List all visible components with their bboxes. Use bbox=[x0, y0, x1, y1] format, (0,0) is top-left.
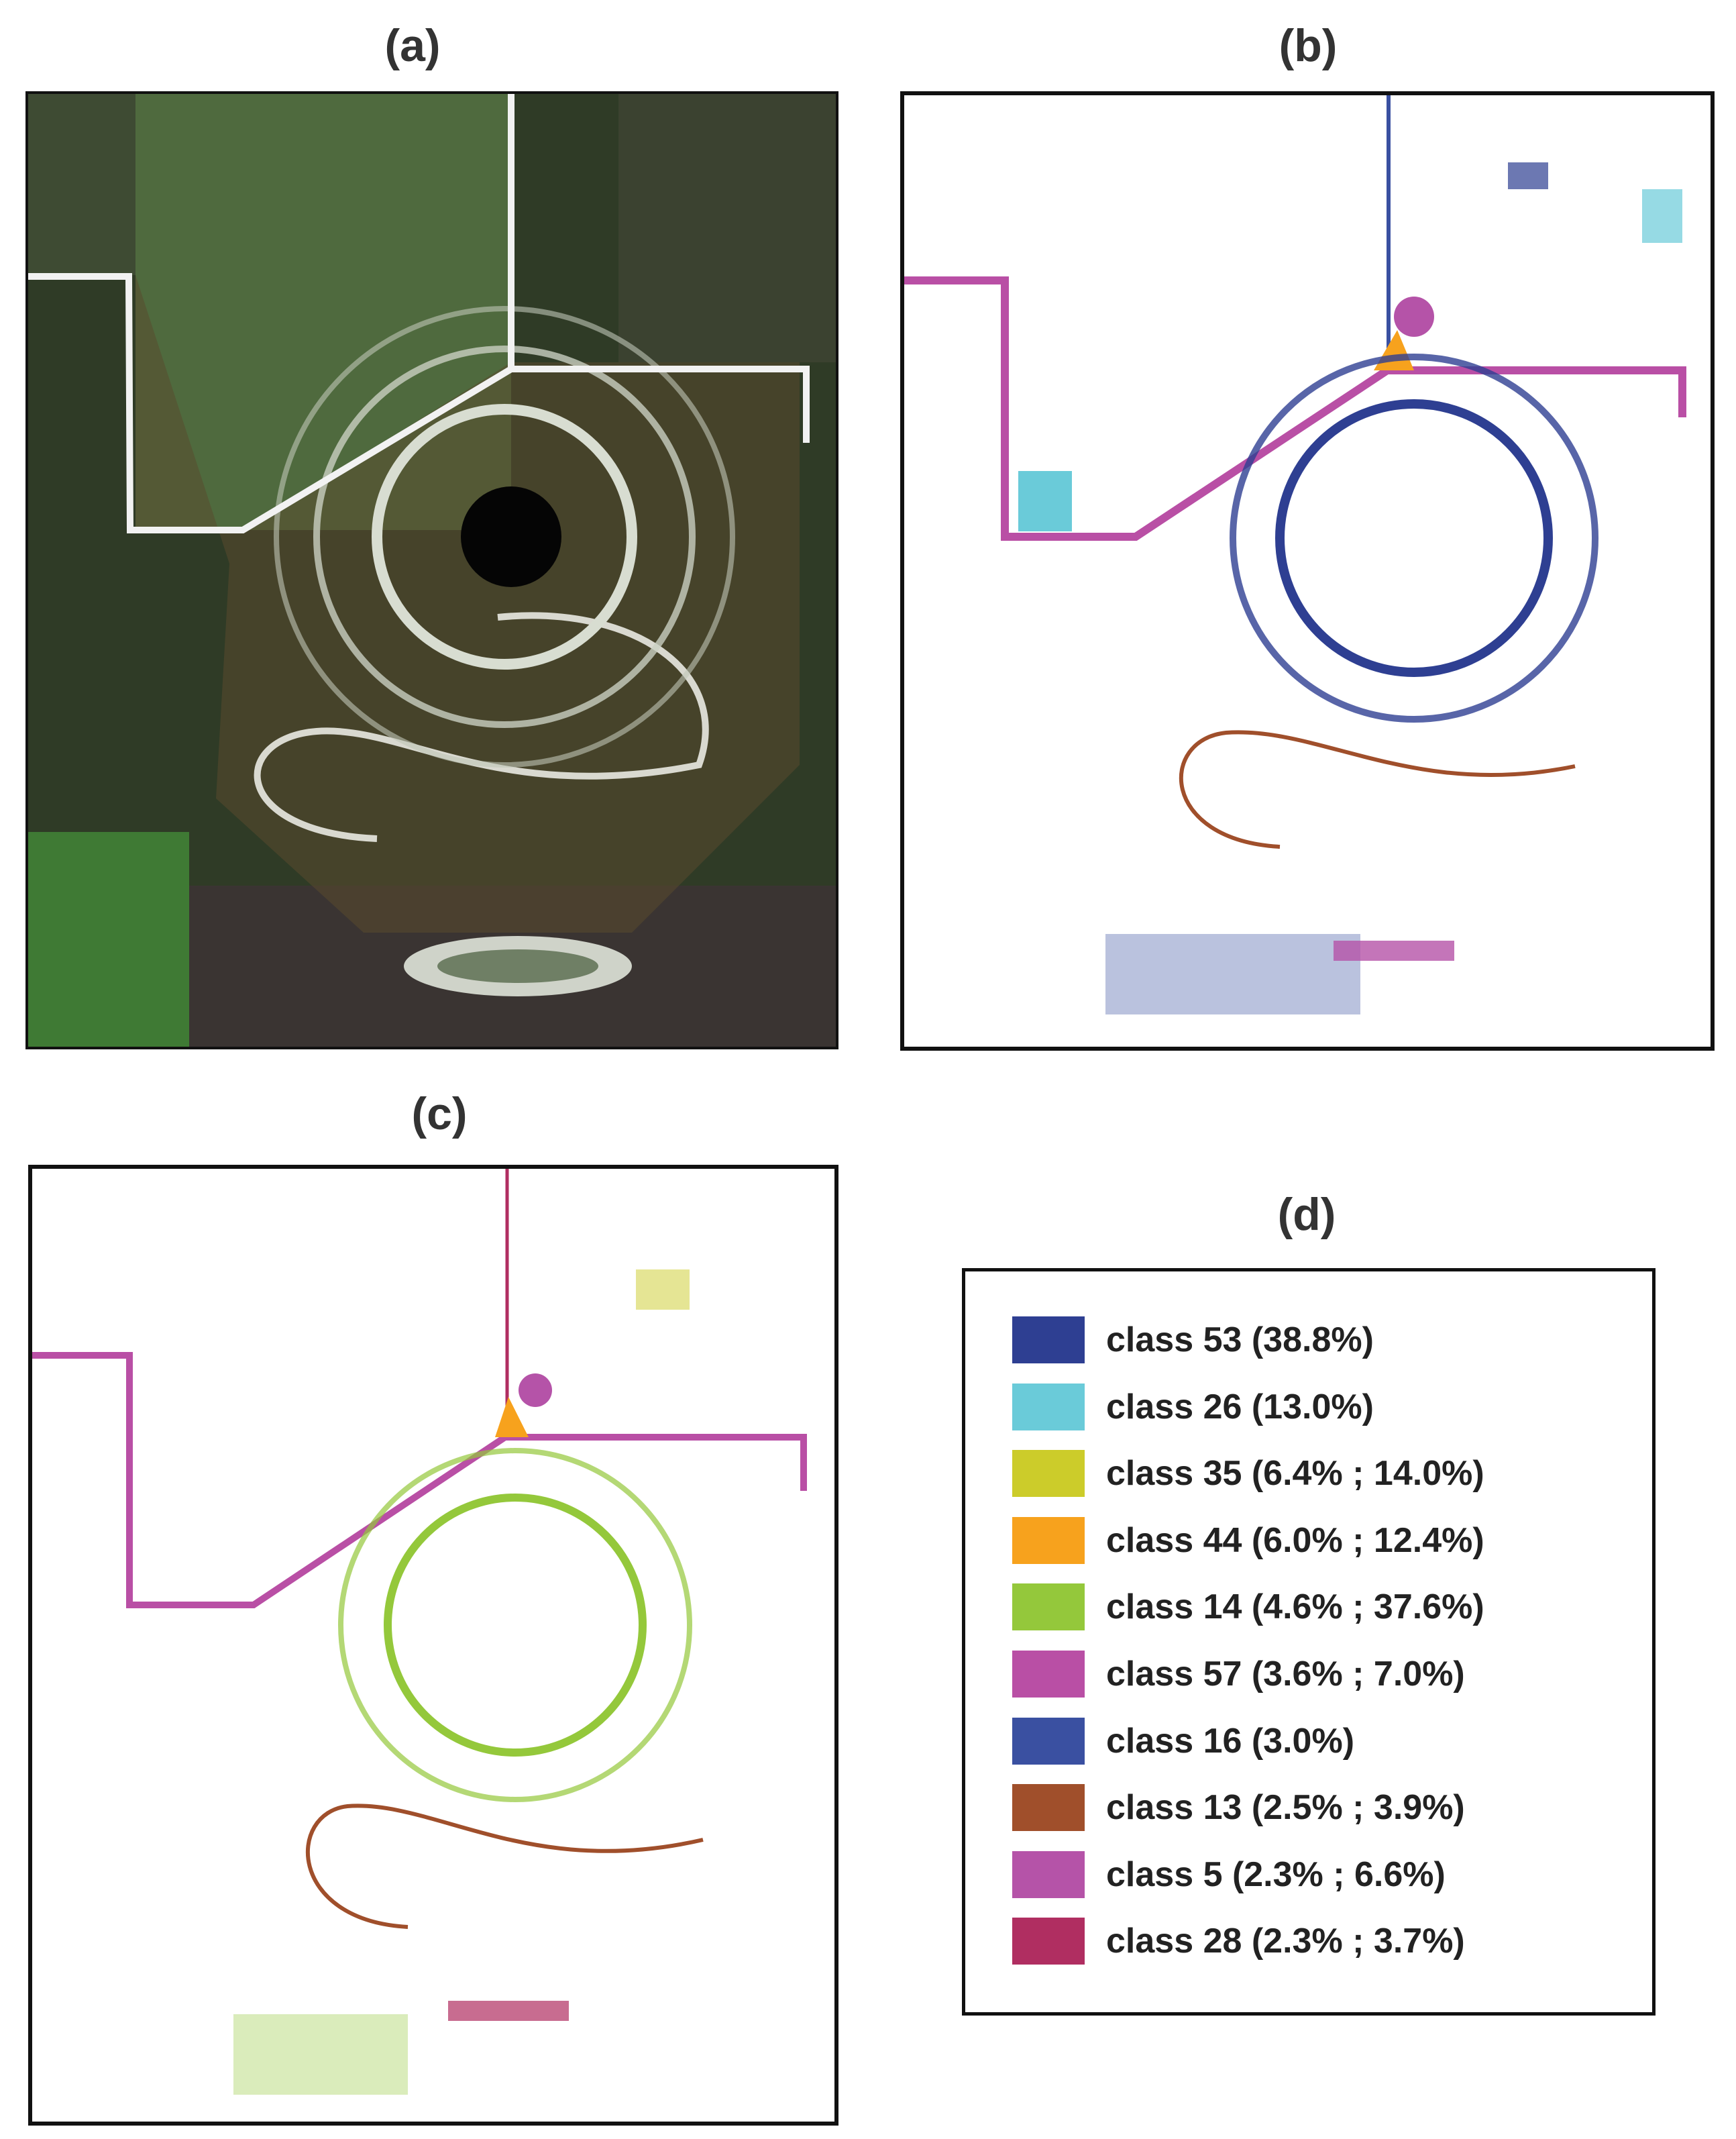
legend-swatch bbox=[1012, 1383, 1085, 1430]
class-map-b bbox=[904, 95, 1686, 1014]
panel-d-label: (d) bbox=[1277, 1189, 1336, 1240]
legend-panel: class 53 (38.8%) class 26 (13.0%) class 35… bbox=[962, 1268, 1656, 2016]
legend-swatch bbox=[1012, 1450, 1085, 1498]
legend-swatch bbox=[1012, 1651, 1085, 1698]
legend-swatch bbox=[1012, 1918, 1085, 1965]
aerial-image-panel bbox=[25, 91, 838, 1049]
legend-label: class 28 (2.3% ; 3.7%) bbox=[1106, 1922, 1465, 1961]
legend-label: class 44 (6.0% ; 12.4%) bbox=[1106, 1520, 1484, 1560]
legend-item: class 13 (2.5% ; 3.9%) bbox=[1012, 1783, 1465, 1832]
legend-label: class 35 (6.4% ; 14.0%) bbox=[1106, 1454, 1484, 1494]
legend-item: class 35 (6.4% ; 14.0%) bbox=[1012, 1449, 1484, 1498]
legend-swatch bbox=[1012, 1583, 1085, 1631]
legend-label: class 5 (2.3% ; 6.6%) bbox=[1106, 1855, 1446, 1894]
legend-swatch bbox=[1012, 1316, 1085, 1363]
legend-item: class 5 (2.3% ; 6.6%) bbox=[1012, 1850, 1446, 1899]
classification-map-c bbox=[28, 1165, 838, 2126]
legend-swatch bbox=[1012, 1784, 1085, 1832]
panel-b-label: (b) bbox=[1279, 20, 1338, 71]
panel-a-label: (a) bbox=[384, 20, 441, 71]
legend-label: class 53 (38.8%) bbox=[1106, 1320, 1374, 1359]
legend-swatch bbox=[1012, 1850, 1085, 1898]
legend-label: class 16 (3.0%) bbox=[1106, 1721, 1355, 1761]
legend-item: class 57 (3.6% ; 7.0%) bbox=[1012, 1650, 1465, 1698]
panel-c-label: (c) bbox=[411, 1088, 468, 1139]
legend-label: class 57 (3.6% ; 7.0%) bbox=[1106, 1655, 1465, 1693]
legend-item: class 16 (3.0%) bbox=[1012, 1717, 1354, 1765]
legend-item: class 28 (2.3% ; 3.7%) bbox=[1012, 1917, 1465, 1965]
classification-map-b bbox=[900, 91, 1715, 1051]
legend-item: class 26 (13.0%) bbox=[1012, 1383, 1374, 1431]
legend-swatch bbox=[1012, 1717, 1085, 1765]
aerial-image bbox=[28, 94, 836, 1047]
legend-label: class 13 (2.5% ; 3.9%) bbox=[1106, 1788, 1465, 1828]
class-map-c bbox=[32, 1169, 807, 2095]
legend-label: class 14 (4.6% ; 37.6%) bbox=[1106, 1587, 1484, 1627]
legend-swatch bbox=[1012, 1516, 1085, 1564]
legend-item: class 44 (6.0% ; 12.4%) bbox=[1012, 1516, 1484, 1565]
legend-item: class 53 (38.8%) bbox=[1012, 1316, 1374, 1364]
legend-label: class 26 (13.0%) bbox=[1106, 1387, 1374, 1426]
legend-item: class 14 (4.6% ; 37.6%) bbox=[1012, 1583, 1484, 1631]
